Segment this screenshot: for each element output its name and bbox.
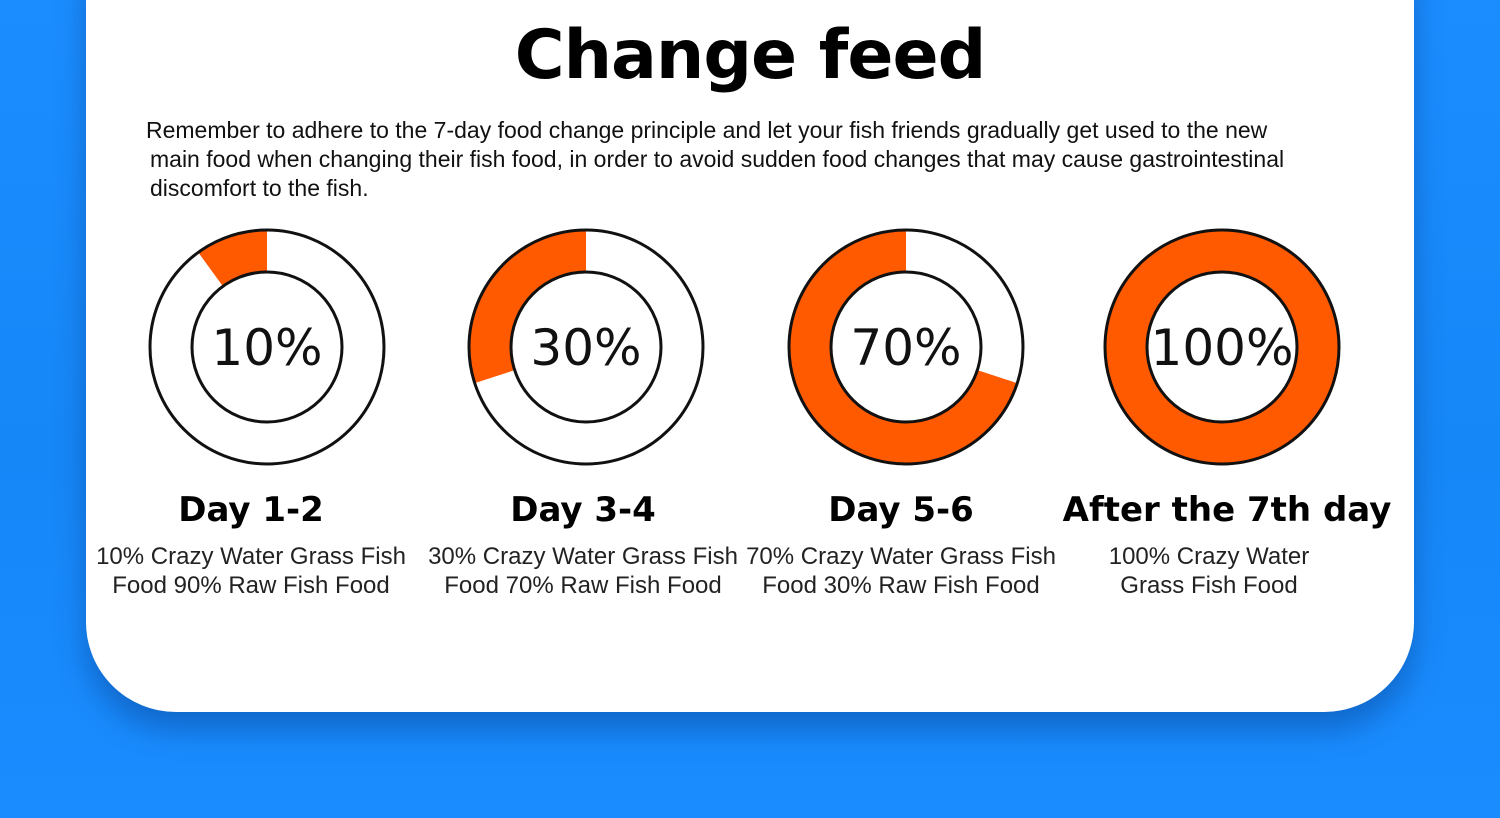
donut-outer-outline (1103, 228, 1341, 466)
donut-center-label: 10% (211, 319, 322, 377)
donut-slice (1105, 230, 1339, 464)
donut-slice (198, 230, 267, 287)
donut-chart: 70% (787, 228, 1025, 466)
stage-title-day-5-6: Day 5-6 (828, 490, 974, 530)
stage-desc-line: Food 70% Raw Fish Food (444, 572, 722, 599)
stage-desc-day-5-6: 70% Crazy Water Grass Fish Food 30% Raw … (721, 542, 1081, 600)
stage-desc-line: Grass Fish Food (1120, 572, 1298, 599)
stage-desc-day-3-4: 30% Crazy Water Grass Fish Food 70% Raw … (403, 542, 763, 600)
intro-paragraph: Remember to adhere to the 7-day food cha… (146, 116, 1356, 203)
stage-title-after-day-7: After the 7th day (1062, 490, 1392, 530)
intro-line-1: Remember to adhere to the 7-day food cha… (146, 117, 1268, 143)
stage-desc-day-1-2: 10% Crazy Water Grass Fish Food 90% Raw … (71, 542, 431, 600)
stage-desc-line: 10% Crazy Water Grass Fish (96, 543, 406, 570)
donut-chart: 100% (1103, 228, 1341, 466)
donut-inner-outline (1145, 270, 1299, 424)
donut-inner-outline (509, 270, 663, 424)
donut-outer-outline (787, 228, 1025, 466)
donut-outer-outline (148, 228, 386, 466)
stage-desc-line: 30% Crazy Water Grass Fish (428, 543, 738, 570)
intro-line-2: main food when changing their fish food,… (150, 146, 1285, 172)
donut-center-label: 30% (530, 319, 641, 377)
stage-desc-line: Food 90% Raw Fish Food (112, 572, 390, 599)
donut-slice (468, 230, 586, 384)
stage-title-day-1-2: Day 1-2 (178, 490, 324, 530)
donut-outer-outline (467, 228, 705, 466)
stage-desc-line: Food 30% Raw Fish Food (762, 572, 1040, 599)
stage-title-day-3-4: Day 3-4 (510, 490, 656, 530)
donut-chart: 30% (467, 228, 705, 466)
donut-inner-outline (829, 270, 983, 424)
stage-desc-after-day-7: 100% Crazy Water Grass Fish Food (1029, 542, 1389, 600)
intro-line-3: discomfort to the fish. (150, 175, 369, 201)
stage-desc-line: 70% Crazy Water Grass Fish (746, 543, 1056, 570)
donut-slice (788, 230, 1018, 465)
donut-center-label: 70% (850, 319, 961, 377)
donut-inner-outline (190, 270, 344, 424)
donut-center-label: 100% (1151, 319, 1294, 377)
page-title: Change feed (514, 16, 987, 95)
stage-desc-line: 100% Crazy Water (1108, 543, 1310, 570)
donut-chart: 10% (148, 228, 386, 466)
